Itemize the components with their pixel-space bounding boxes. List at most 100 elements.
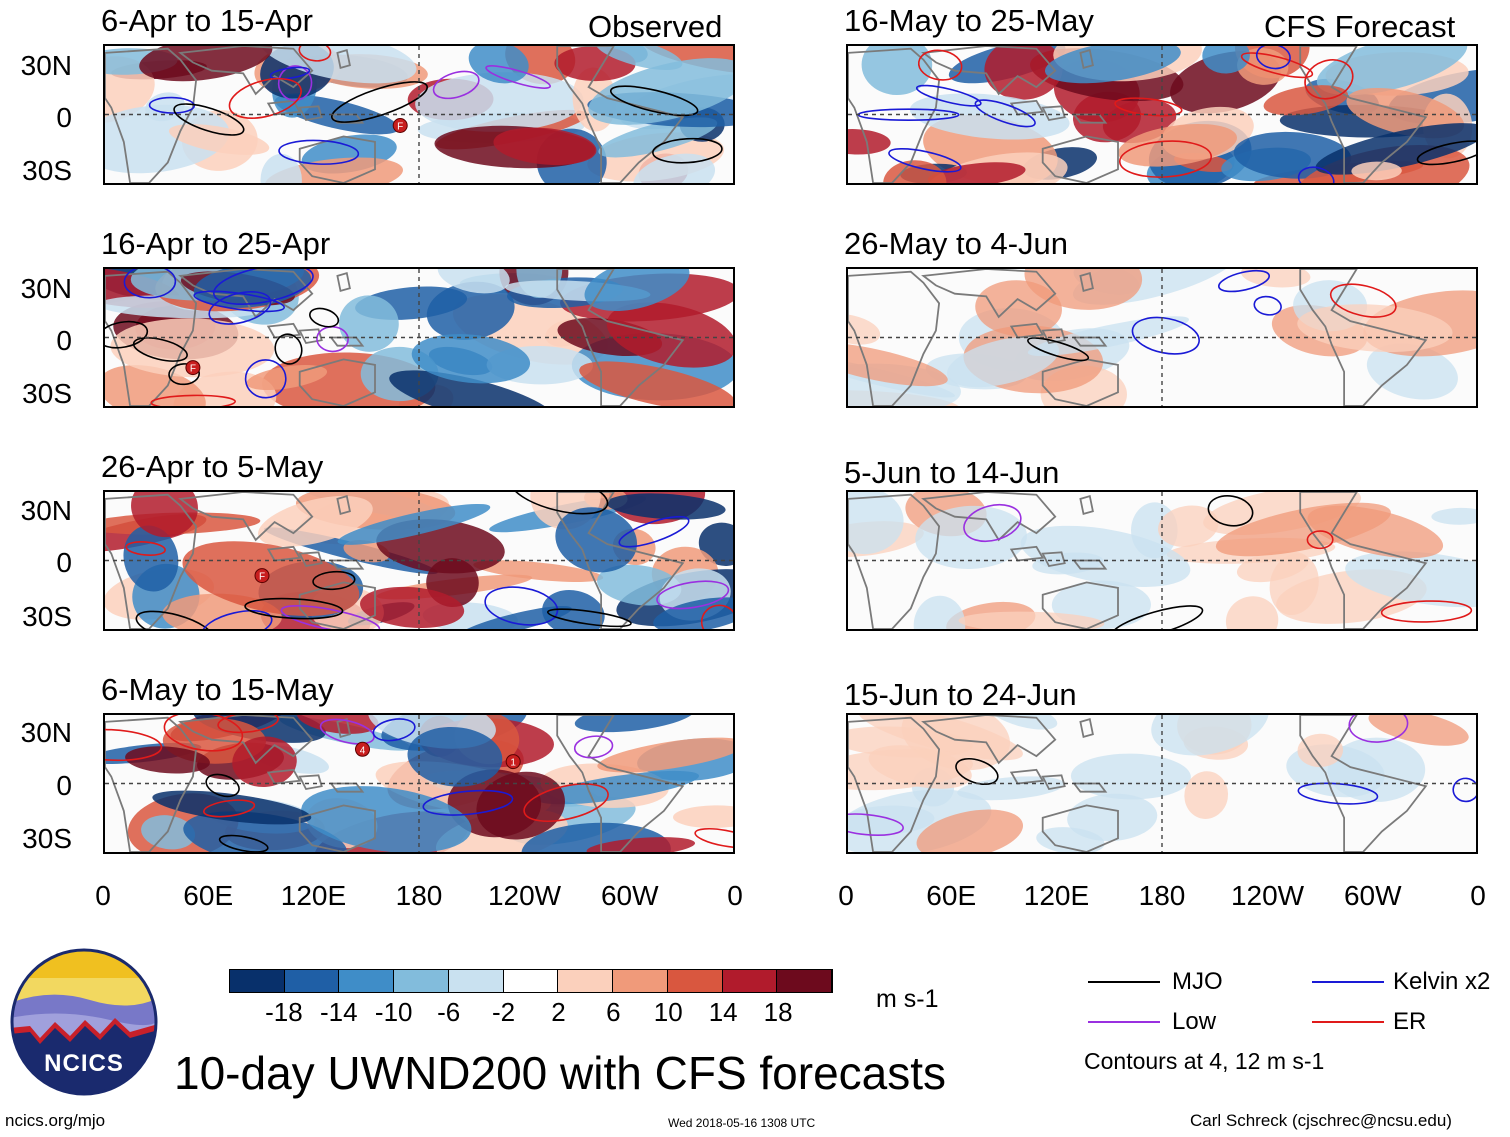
anomaly-map [848,715,1476,852]
coastline [1041,804,1119,852]
lon-label: 120E [280,880,347,911]
contour-line [309,307,340,328]
coastline [298,804,376,852]
contour-line [656,580,730,610]
contour-line [280,605,381,629]
anomaly-blob [957,776,1065,801]
anomaly-blob [579,361,733,406]
lat-label: 30N [20,273,72,304]
logo-graphic [10,948,158,1096]
anomaly-blob [597,737,733,773]
coastline [1299,492,1428,629]
contour-line [917,49,963,81]
contour-line [148,96,196,114]
coastline [1009,545,1045,562]
contour-line [422,789,514,816]
coastline [336,271,351,293]
colorbar-tick-label: -14 [320,997,358,1027]
contour-line [609,85,699,117]
anomaly-blob [139,46,273,82]
contour-line [135,610,214,629]
coastline [105,47,198,183]
anomaly-blob [110,318,275,378]
contour-line [163,715,244,752]
lon-label: 180 [395,880,443,911]
anomaly-blob [883,160,947,183]
coastline [921,492,1057,542]
contour-line [915,84,982,107]
contour-line [168,363,200,386]
legend-line-low [1088,1021,1160,1023]
contour-line [125,541,166,556]
anomaly-blob [913,595,966,629]
anomaly-blob [1202,46,1250,74]
storm-marker: F [185,360,201,376]
anomaly-blob [415,72,584,132]
contour-line [1306,530,1334,550]
contour-line [1304,59,1354,100]
contour-line [1348,715,1409,743]
contour-line [652,137,723,164]
anomaly-blob [1240,269,1311,288]
contour-line [244,359,287,399]
anomaly-blob [1225,596,1279,629]
colorbar-tick-label: -18 [265,997,303,1027]
forecast-header: CFS Forecast [1264,9,1456,44]
contour-line [173,103,245,136]
contour-line [372,718,416,742]
lon-label: 120E [1023,880,1090,911]
contour-line [277,65,313,102]
anomaly-blob [848,129,891,155]
map-panel: F [103,490,735,631]
storm-marker: 1 [505,754,521,770]
storm-marker-label: 4 [360,745,366,756]
contour-line [201,609,273,629]
anomaly-blob [246,364,328,391]
coastline [298,135,376,183]
storm-marker: F [392,118,408,133]
lat-label: 0 [56,547,72,578]
lon-label: 120W [1230,880,1305,911]
coastline [336,494,351,516]
anomaly-blob [476,771,565,840]
legend-line-er [1312,1021,1384,1023]
anomaly-map: F [105,269,733,406]
anomaly-blob [1118,123,1237,167]
map-panel [846,267,1478,408]
panel-title: 16-Apr to 25-Apr [101,226,331,261]
map-panel [846,490,1478,631]
anomaly-blob [584,269,690,311]
anomaly-blob [927,162,1026,183]
panel-title: 26-May to 4-Jun [844,226,1068,261]
anomaly-blob [337,503,491,545]
figure-title: 10-day UWND200 with CFS forecasts [174,1047,947,1099]
lon-label: 120W [487,880,562,911]
anomaly-blob [861,46,933,96]
contour-line [1416,140,1476,166]
contour-line [955,757,999,786]
coastline [1079,494,1094,516]
colorbar-tick-label: 6 [606,997,621,1027]
lat-label: 30S [22,601,72,632]
coastline [1041,581,1119,629]
coastline [556,269,685,406]
colorbar-swatch [722,970,778,992]
anomaly-blob [183,811,347,852]
colorbar-swatch [558,970,614,992]
anomaly-blob [586,837,696,852]
contour-line [523,783,609,823]
lon-label: 0 [727,880,743,911]
anomaly-blob [1269,553,1319,616]
anomaly-blob [595,46,683,71]
contour-line [1255,46,1291,70]
legend-label-mjo: MJO [1172,968,1223,995]
anomaly-blob [473,560,604,582]
colorbar-swatch [448,970,504,992]
anomaly-blob [1297,733,1344,768]
logo-text: NCICS [44,1050,124,1077]
coastline [266,545,302,562]
lon-label: 0 [1470,880,1486,911]
coastline [1041,358,1119,406]
anomaly-blob [105,365,206,406]
lon-label: 0 [838,880,854,911]
